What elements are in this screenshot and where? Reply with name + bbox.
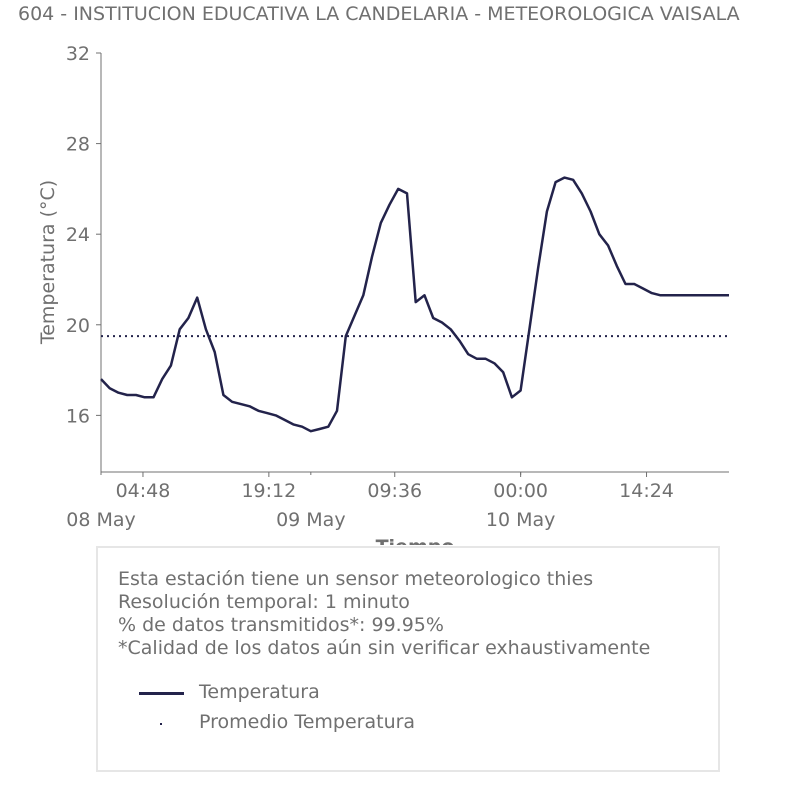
- temperature-series-line: [100, 176, 729, 433]
- date-label: 09 May: [276, 509, 346, 531]
- date-label: 08 May: [66, 509, 136, 531]
- sensor-info-text: Esta estación tiene un sensor meteorolog…: [118, 568, 594, 590]
- x-tick-label: 00:00: [493, 480, 548, 502]
- legend-swatch-temperatura: [139, 692, 184, 695]
- x-axis-label: Tiempo: [376, 536, 455, 545]
- x-tick-label: 09:36: [367, 480, 422, 502]
- legend-swatch-promedio: [160, 723, 162, 725]
- legend-label-temperatura: Temperatura: [199, 681, 320, 703]
- y-tick-label: 24: [66, 224, 90, 246]
- tick-labels: 16 20 24 28 32 04:48 19:12 09:36 00:00 14:24 08 Ma…: [66, 43, 674, 531]
- y-tick-label: 20: [66, 315, 90, 337]
- series-layer: [100, 176, 729, 433]
- quality-note-text: *Calidad de los datos aún sin verificar …: [118, 637, 651, 659]
- y-axis-label: Temperatura (°C): [37, 180, 59, 345]
- x-tick-label: 19:12: [241, 480, 296, 502]
- data-transmitted-text: % de datos transmitidos*: 99.95%: [118, 614, 444, 636]
- legend-label-promedio: Promedio Temperatura: [199, 711, 416, 733]
- date-label: 10 May: [486, 509, 556, 531]
- x-tick-label: 14:24: [619, 480, 674, 502]
- resolution-text: Resolución temporal: 1 minuto: [118, 591, 410, 613]
- y-tick-label: 32: [66, 43, 90, 65]
- chart-plot: 16 20 24 28 32 04:48 19:12 09:36 00:00 14:24 08 Ma…: [37, 43, 729, 545]
- y-tick-label: 16: [66, 405, 90, 427]
- y-tick-label: 28: [66, 134, 90, 156]
- chart-title: 604 - INSTITUCION EDUCATIVA LA CANDELARI…: [18, 3, 740, 25]
- chart-axes: [100, 53, 729, 473]
- info-box: Esta estación tiene un sensor meteorolog…: [96, 546, 720, 772]
- x-tick-label: 04:48: [116, 480, 171, 502]
